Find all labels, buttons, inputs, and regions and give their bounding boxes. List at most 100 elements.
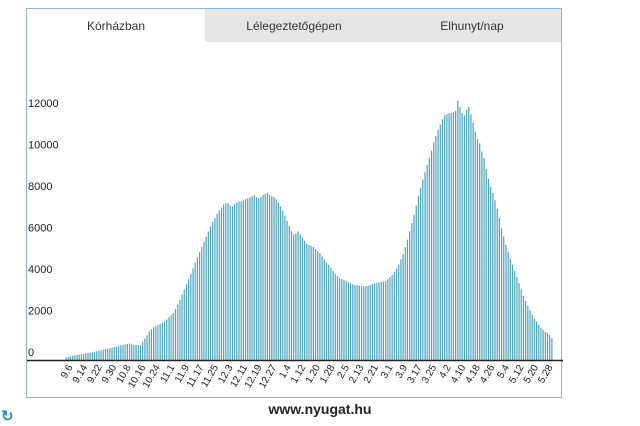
bar [457,100,459,361]
bar [389,277,391,360]
bar [236,202,238,360]
bar [319,253,321,360]
bar [384,281,387,360]
bar [80,354,83,360]
bar [78,354,80,360]
bar [446,114,448,360]
bar [304,240,306,360]
bar [168,317,170,360]
bar [544,332,546,360]
bar [216,213,218,360]
bar [137,345,139,360]
bar [290,231,293,360]
bar [255,197,258,360]
bar [198,252,201,360]
bar [507,252,509,360]
bar [301,237,304,360]
bar [260,197,262,360]
bar [139,345,142,360]
bar [109,348,111,360]
bar [439,124,441,360]
bar [111,347,113,360]
bar [463,115,465,360]
y-tick-label: 4000 [28,264,52,276]
bar [253,195,255,360]
x-tick-label: 5.28 [536,363,555,386]
bar [376,282,378,360]
bar [312,246,314,360]
bar [227,203,229,360]
bar [347,282,349,360]
bar [93,351,96,360]
bar [153,327,155,360]
bar [288,226,290,360]
bar [192,268,194,360]
bar [395,268,398,360]
bar [264,194,266,360]
refresh-icon[interactable]: ↻ [1,408,14,425]
bar [98,350,100,360]
bar [492,193,494,360]
bar [150,329,153,360]
bar [229,205,231,360]
bar [470,114,472,360]
bar [157,325,159,360]
bar [196,257,198,360]
bar [128,343,131,360]
bar [538,324,540,360]
bar [496,208,498,360]
bar [113,347,115,360]
bar [424,172,426,360]
bar [354,284,356,360]
bar [306,243,308,360]
tab-korhazban[interactable]: Kórházban [27,9,205,42]
bar [487,178,490,360]
bar [83,353,85,360]
bar [393,271,395,360]
tab-elhunyt-nap[interactable]: Elhunyt/nap [383,9,561,42]
bar [135,344,137,360]
bar [102,349,104,360]
bar [380,282,382,360]
bar [468,106,470,361]
bar [279,206,282,360]
bar [286,221,288,360]
bar [483,157,485,360]
bar [514,270,516,360]
bar [161,322,163,360]
bar [374,283,376,360]
bar [203,241,205,360]
bar [321,256,323,360]
bar [201,246,203,360]
bar [352,284,354,360]
bar [166,319,168,360]
bar [148,331,150,360]
bar [124,344,126,360]
bar [159,323,161,360]
bar [413,214,415,360]
footer-site-name[interactable]: www.nyugat.hu [268,401,372,417]
bar [317,251,319,360]
bar [188,279,190,360]
bar [65,357,67,360]
y-tick-label: 10000 [28,140,59,152]
bar [89,352,91,360]
bar [332,270,334,360]
bar [452,112,455,361]
bar [430,150,433,360]
bar [546,333,549,360]
bar [391,274,393,360]
bar [122,345,124,360]
tab-lelegeztetogepen[interactable]: Lélegeztetőgépen [205,9,383,42]
bar [485,169,487,360]
bar [369,284,371,360]
bar [190,273,192,360]
bar [516,277,518,360]
bar [120,345,122,360]
y-tick-label: 8000 [28,181,52,193]
bar [371,284,374,360]
bar [360,286,363,360]
bar [349,283,352,360]
bar [358,285,360,360]
bar [509,258,511,360]
